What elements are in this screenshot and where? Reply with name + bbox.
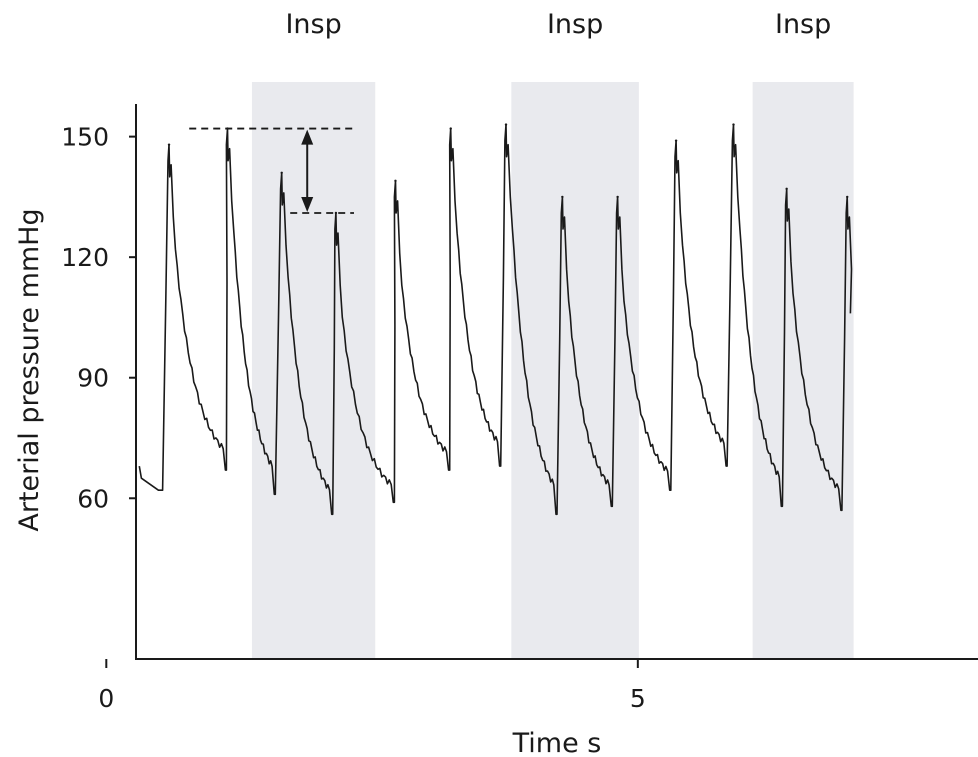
y-tick-label: 120: [61, 243, 109, 272]
systolic-peak-point: [334, 211, 338, 215]
systolic-peak-point: [449, 127, 452, 130]
y-tick-label: 150: [61, 123, 109, 152]
x-tick-label: 0: [98, 684, 114, 713]
ticks: 60 90 120 150 0 5: [61, 123, 645, 713]
inspiration-bands: Insp Insp Insp: [251, 9, 854, 658]
x-tick-label: 5: [630, 684, 646, 713]
pressure-trace: [138, 123, 853, 516]
systolic-peak-point: [674, 139, 678, 142]
systolic-peak-point: [280, 171, 283, 174]
inspiration-band: [251, 82, 376, 658]
systolic-peak-point: [732, 123, 735, 126]
arrow-head-up: [301, 129, 314, 145]
inspiration-label: Insp: [285, 9, 341, 40]
systolic-peak-point: [394, 179, 397, 183]
systolic-peak-point: [504, 123, 508, 126]
y-axis-label: Arterial pressure mmHg: [14, 208, 45, 531]
systolic-peak-point: [167, 143, 171, 146]
systolic-peak-point: [561, 195, 564, 199]
pressure-trace-layer: [138, 123, 853, 516]
systolic-peak-point: [616, 195, 619, 199]
y-tick-label: 60: [77, 484, 109, 513]
inspiration-label: Insp: [547, 9, 603, 40]
axes: [135, 104, 978, 660]
systolic-peak-point: [226, 127, 229, 130]
systolic-peak-point: [846, 195, 849, 199]
arrow-head-down: [301, 196, 314, 212]
x-axis-label: Time s: [512, 728, 602, 757]
inspiration-band: [752, 82, 854, 658]
inspiration-label: Insp: [775, 9, 831, 40]
pulse-pressure-annotation: [189, 127, 354, 214]
systolic-peak-point: [785, 187, 788, 191]
y-tick-label: 90: [77, 364, 109, 393]
